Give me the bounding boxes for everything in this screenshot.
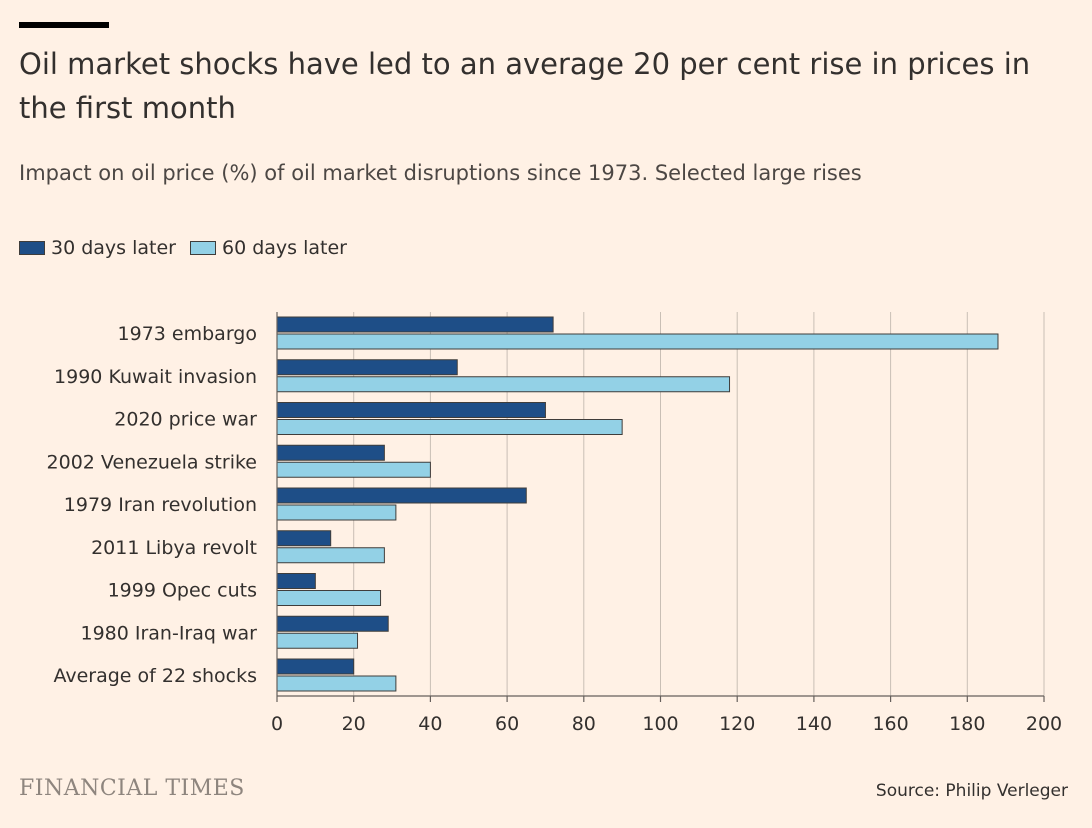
bar-1-8 (276, 675, 397, 692)
category-label-3: 2002 Venezuela strike (47, 451, 257, 473)
category-label-1: 1990 Kuwait invasion (54, 366, 257, 388)
bar-0-0 (276, 316, 554, 333)
legend: 30 days later 60 days later (19, 233, 361, 263)
bar-0-7 (276, 615, 389, 632)
bar-1-1 (276, 376, 731, 393)
source-note: Source: Philip Verleger (875, 781, 1068, 801)
x-tick-label-9: 180 (949, 713, 985, 735)
legend-swatch-30-days (19, 241, 45, 255)
category-label-7: 1980 Iran-Iraq war (80, 622, 257, 644)
x-tick-label-10: 200 (1026, 713, 1062, 735)
bar-0-5 (276, 530, 332, 547)
bar-1-0 (276, 333, 999, 350)
bar-1-4 (276, 504, 397, 521)
bar-1-7 (276, 632, 359, 649)
bar-0-1 (276, 359, 458, 376)
bar-1-2 (276, 419, 623, 435)
x-tick-label-4: 80 (572, 713, 596, 735)
bar-0-8 (276, 658, 355, 675)
legend-item-60-days: 60 days later (189, 237, 347, 259)
bar-0-4 (276, 487, 527, 504)
x-tick-label-3: 60 (495, 713, 519, 735)
category-label-6: 1999 Opec cuts (108, 580, 257, 602)
category-label-8: Average of 22 shocks (53, 665, 257, 687)
brand-logo: FINANCIAL TIMES (19, 776, 245, 801)
bar-0-3 (276, 444, 385, 461)
x-tick-label-6: 120 (719, 713, 755, 735)
legend-item-30-days: 30 days later (19, 237, 176, 259)
legend-label-30-days: 30 days later (51, 237, 176, 259)
chart-subtitle: Impact on oil price (%) of oil market di… (19, 161, 862, 185)
bar-0-2 (276, 402, 546, 418)
bar-1-6 (276, 590, 382, 606)
x-tick-label-1: 20 (342, 713, 366, 735)
chart-title: Oil market shocks have led to an average… (19, 47, 1031, 125)
x-tick-label-5: 100 (642, 713, 678, 735)
x-tick-label-2: 40 (418, 713, 442, 735)
x-tick-label-7: 140 (796, 713, 832, 735)
legend-swatch-60-days (189, 241, 216, 255)
category-label-4: 1979 Iran revolution (64, 494, 257, 516)
category-label-2: 2020 price war (114, 409, 257, 431)
category-label-5: 2011 Libya revolt (91, 537, 257, 559)
header-bar (19, 22, 109, 28)
bar-0-6 (276, 573, 316, 589)
legend-label-60-days: 60 days later (221, 237, 347, 259)
x-tick-label-8: 160 (872, 713, 908, 735)
bar-1-3 (276, 461, 431, 478)
x-tick-label-0: 0 (271, 713, 283, 735)
bar-1-5 (276, 547, 385, 564)
category-label-0: 1973 embargo (118, 323, 257, 345)
